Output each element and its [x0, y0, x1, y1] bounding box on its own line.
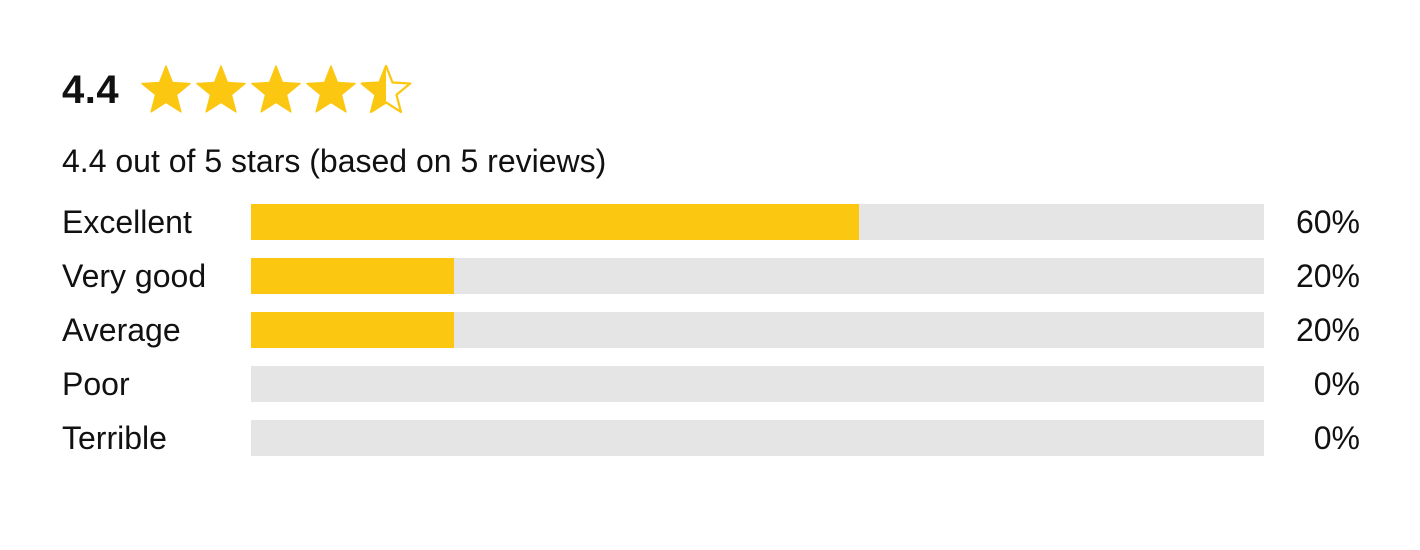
- distribution-label: Poor: [62, 366, 130, 402]
- distribution-percent: 20%: [1295, 312, 1360, 348]
- star-full-icon: [251, 65, 301, 113]
- distribution-label: Very good: [62, 258, 207, 294]
- distribution-label: Average: [62, 312, 181, 348]
- distribution-percent: 60%: [1295, 204, 1360, 240]
- rating-summary: 4.4 out of 5 stars (based on 5 reviews): [62, 143, 607, 179]
- distribution-row-very-good: Very good 20%: [62, 249, 1360, 303]
- star-full-icon: [141, 65, 191, 113]
- distribution-percent: 20%: [1295, 258, 1360, 294]
- distribution-bar-track: [251, 420, 1264, 456]
- distribution-percent: 0%: [1313, 366, 1360, 402]
- distribution-bar-fill: [251, 204, 859, 240]
- star-full-icon: [196, 65, 246, 113]
- distribution-bar-track: [251, 312, 1264, 348]
- distribution-bar-fill: [251, 312, 454, 348]
- star-full-icon: [306, 65, 356, 113]
- rating-distribution: Excellent 60% Very good 20% Average 20% …: [62, 195, 1360, 465]
- star-half-icon: [360, 64, 412, 114]
- star-rating: [139, 63, 414, 117]
- rating-score: 4.4: [62, 68, 120, 112]
- rating-widget: 4.4 4.4 out of 5 stars (based on 5 revie…: [62, 58, 1360, 465]
- distribution-bar-track: [251, 258, 1264, 294]
- distribution-row-terrible: Terrible 0%: [62, 411, 1360, 465]
- distribution-label: Terrible: [62, 420, 167, 456]
- distribution-row-poor: Poor 0%: [62, 357, 1360, 411]
- distribution-row-average: Average 20%: [62, 303, 1360, 357]
- distribution-label: Excellent: [62, 204, 192, 240]
- distribution-percent: 0%: [1313, 420, 1360, 456]
- rating-header: 4.4: [62, 58, 1360, 122]
- distribution-bar-track: [251, 366, 1264, 402]
- distribution-bar-fill: [251, 258, 454, 294]
- distribution-row-excellent: Excellent 60%: [62, 195, 1360, 249]
- distribution-bar-track: [251, 204, 1264, 240]
